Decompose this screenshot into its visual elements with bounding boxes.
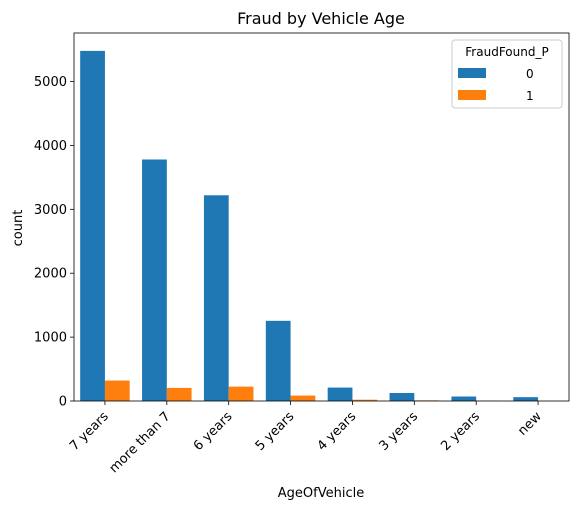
bar-0-3-years	[389, 393, 415, 401]
x-tick-label: 7 years	[67, 409, 112, 454]
bar-1-5-years	[290, 395, 316, 401]
bar-1-4-years	[352, 399, 378, 401]
y-tick-label: 1000	[34, 331, 67, 346]
bar-0-more-than-7	[142, 159, 167, 401]
legend-swatch-0	[458, 68, 486, 78]
bar-0-6-years	[203, 195, 229, 401]
y-tick-label: 5000	[34, 75, 67, 90]
bar-1-7-years	[104, 380, 130, 401]
y-tick-label: 3000	[34, 203, 67, 218]
bar-0-2-years	[451, 396, 477, 401]
bar-1-more-than-7	[166, 387, 192, 401]
x-tick-label: new	[515, 409, 545, 439]
bar-0-7-years	[80, 50, 105, 402]
bar-0-new	[513, 397, 539, 401]
x-tick-label: 5 years	[253, 409, 298, 454]
y-axis: 0 1000 2000 3000 4000 5000	[34, 75, 74, 410]
y-axis-label: count	[11, 210, 26, 247]
bar-0-4-years	[327, 387, 353, 401]
plot-frame	[73, 32, 570, 402]
bar-1-6-years	[228, 386, 254, 401]
legend: FraudFound_P 0 1	[451, 39, 563, 109]
chart-title: Fraud by Vehicle Age	[237, 9, 405, 28]
y-tick-label: 2000	[34, 267, 67, 282]
x-tick-label: 3 years	[376, 409, 421, 454]
plot-area	[73, 32, 570, 402]
legend-label-0: 0	[526, 67, 534, 81]
x-tick-label: 2 years	[438, 409, 483, 454]
legend-swatch-1	[458, 90, 486, 100]
y-tick-label: 4000	[34, 139, 67, 154]
legend-label-1: 1	[526, 89, 534, 103]
y-tick-label: 0	[59, 395, 67, 410]
x-axis-label: AgeOfVehicle	[278, 486, 364, 501]
x-tick-label: 4 years	[315, 409, 360, 454]
x-tick-label: more than 7	[107, 409, 174, 476]
bar-0-5-years	[265, 320, 291, 401]
legend-title: FraudFound_P	[465, 45, 548, 59]
x-tick-label: 6 years	[191, 409, 236, 454]
